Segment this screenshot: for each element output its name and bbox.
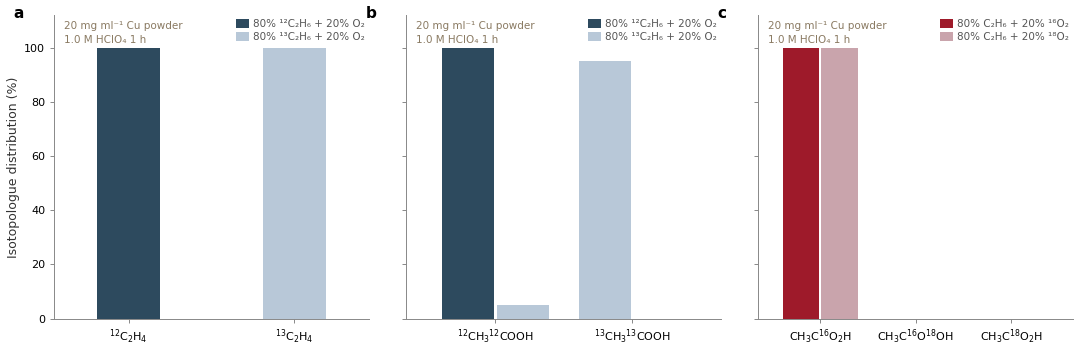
Bar (442, 48, 494, 319)
Text: 20 mg ml⁻¹ Cu powder
1.0 M HClO₄ 1 h: 20 mg ml⁻¹ Cu powder 1.0 M HClO₄ 1 h (416, 21, 535, 45)
Text: a: a (13, 6, 24, 21)
Bar (262, 48, 326, 319)
Y-axis label: Isotopologue distribution (%): Isotopologue distribution (%) (6, 76, 19, 258)
Bar (783, 48, 820, 319)
Bar (97, 48, 160, 319)
Bar (822, 48, 858, 319)
Legend: 80% C₂H₆ + 20% ¹⁶O₂, 80% C₂H₆ + 20% ¹⁸O₂: 80% C₂H₆ + 20% ¹⁶O₂, 80% C₂H₆ + 20% ¹⁸O₂ (939, 17, 1071, 44)
Text: 20 mg ml⁻¹ Cu powder
1.0 M HClO₄ 1 h: 20 mg ml⁻¹ Cu powder 1.0 M HClO₄ 1 h (768, 21, 887, 45)
Text: 20 mg ml⁻¹ Cu powder
1.0 M HClO₄ 1 h: 20 mg ml⁻¹ Cu powder 1.0 M HClO₄ 1 h (64, 21, 183, 45)
Text: c: c (717, 6, 727, 21)
Bar (497, 305, 549, 319)
Bar (579, 61, 631, 319)
Text: b: b (365, 6, 376, 21)
Legend: 80% ¹²C₂H₆ + 20% O₂, 80% ¹³C₂H₆ + 20% O₂: 80% ¹²C₂H₆ + 20% O₂, 80% ¹³C₂H₆ + 20% O₂ (234, 17, 367, 44)
Legend: 80% ¹²C₂H₆ + 20% O₂, 80% ¹³C₂H₆ + 20% O₂: 80% ¹²C₂H₆ + 20% O₂, 80% ¹³C₂H₆ + 20% O₂ (586, 17, 719, 44)
